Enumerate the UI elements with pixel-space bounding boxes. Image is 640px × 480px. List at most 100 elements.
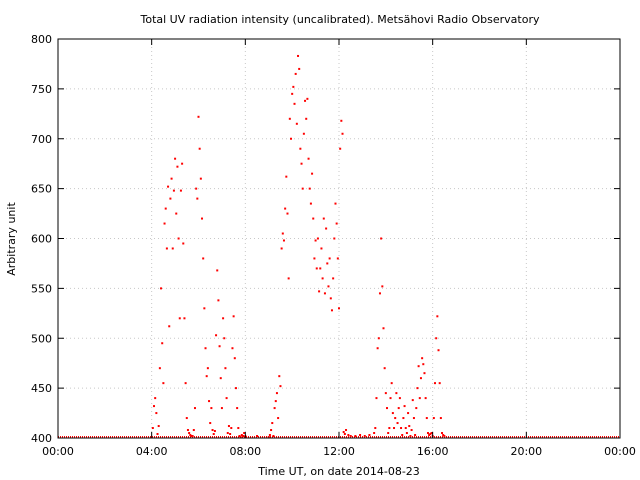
data-point: [342, 431, 345, 434]
data-point: [241, 435, 244, 438]
data-point: [384, 392, 387, 395]
data-point: [170, 177, 173, 180]
data-point: [186, 429, 189, 432]
data-point: [378, 292, 381, 295]
data-point: [203, 307, 206, 310]
data-point: [189, 434, 192, 437]
data-point: [419, 377, 422, 380]
data-point: [227, 425, 230, 428]
chart-title: Total UV radiation intensity (uncalibrat…: [140, 13, 540, 26]
data-point: [156, 433, 159, 436]
data-point: [223, 337, 226, 340]
data-point: [289, 137, 292, 140]
data-point: [416, 387, 419, 390]
data-point: [281, 232, 284, 235]
data-point: [182, 242, 185, 245]
data-point: [315, 267, 318, 270]
data-point: [329, 297, 332, 300]
data-point: [307, 157, 310, 160]
data-point: [212, 433, 215, 436]
data-point: [198, 147, 201, 150]
y-tick-label: 400: [31, 432, 52, 445]
data-point: [302, 132, 305, 135]
data-point: [442, 434, 445, 437]
y-tick-label: 750: [31, 83, 52, 96]
data-point: [197, 115, 200, 118]
data-point: [204, 347, 207, 350]
data-point: [405, 432, 408, 435]
data-point: [163, 222, 166, 225]
data-point: [323, 292, 326, 295]
data-point: [430, 432, 433, 435]
data-point: [282, 239, 285, 242]
data-point: [359, 434, 362, 437]
data-point: [285, 175, 288, 178]
y-tick-label: 550: [31, 282, 52, 295]
data-point: [426, 432, 429, 435]
data-point: [411, 399, 414, 402]
data-point: [443, 435, 446, 438]
data-point: [391, 412, 394, 415]
data-point: [402, 417, 405, 420]
data-point: [299, 147, 302, 150]
data-point: [418, 397, 421, 400]
data-point: [229, 433, 232, 436]
data-point: [278, 375, 281, 378]
data-point: [395, 392, 398, 395]
data-point: [217, 299, 220, 302]
data-point: [423, 372, 426, 375]
data-point: [270, 429, 273, 432]
data-point: [336, 257, 339, 260]
data-point: [178, 317, 181, 320]
data-point: [363, 435, 366, 438]
data-point: [205, 375, 208, 378]
data-point: [191, 435, 194, 438]
x-tick-label: 16:00: [417, 445, 449, 458]
data-point: [210, 407, 213, 410]
data-point: [164, 207, 167, 210]
data-point: [273, 407, 276, 410]
data-point: [154, 397, 157, 400]
data-point: [320, 247, 323, 250]
data-point: [219, 377, 222, 380]
data-point: [233, 357, 236, 360]
data-point: [185, 417, 188, 420]
data-point: [176, 165, 179, 168]
data-point: [181, 162, 184, 165]
data-point: [339, 147, 342, 150]
data-point: [349, 435, 352, 438]
data-point: [321, 277, 324, 280]
data-point: [240, 434, 243, 437]
data-point: [218, 345, 221, 348]
data-point: [158, 367, 161, 370]
data-point: [408, 425, 411, 428]
data-point: [311, 172, 314, 175]
data-point: [338, 307, 340, 310]
data-point: [160, 287, 163, 290]
data-point: [429, 433, 432, 436]
data-point: [171, 247, 174, 250]
data-point: [292, 85, 295, 88]
data-point: [272, 435, 275, 438]
data-point: [305, 117, 308, 120]
data-point: [343, 433, 346, 436]
data-point: [220, 407, 223, 410]
data-point: [318, 290, 321, 293]
data-point: [312, 217, 315, 220]
data-point: [435, 337, 438, 340]
data-point: [304, 99, 307, 102]
data-point: [328, 257, 331, 260]
data-point: [175, 212, 178, 215]
data-point: [374, 427, 377, 430]
data-point: [397, 407, 400, 410]
x-tick-label: 00:00: [42, 445, 74, 458]
data-point: [434, 382, 437, 385]
x-axis-label: Time UT, on date 2014-08-23: [257, 465, 420, 478]
data-point: [165, 247, 168, 250]
data-point: [157, 425, 160, 428]
x-tick-label: 12:00: [323, 445, 355, 458]
data-point: [297, 54, 300, 57]
x-tick-label: 20:00: [510, 445, 542, 458]
data-point: [306, 97, 309, 100]
data-point: [286, 212, 289, 215]
